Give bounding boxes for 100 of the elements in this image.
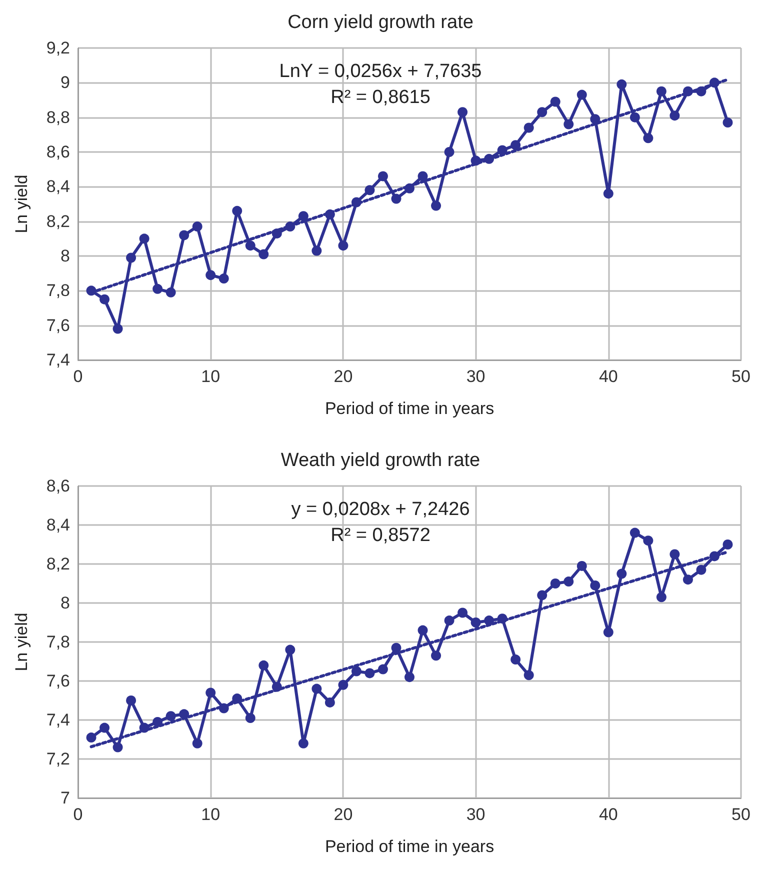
point (418, 171, 428, 182)
x-tick-label: 30 (466, 367, 486, 386)
annotation: LnY = 0,0256x + 7,7635 (279, 61, 482, 82)
y-tick-label: 7,4 (46, 710, 70, 730)
point (696, 86, 706, 96)
point (497, 145, 508, 156)
point (656, 592, 666, 602)
point (550, 578, 560, 588)
point (722, 540, 733, 550)
point (444, 147, 454, 157)
point (351, 666, 362, 676)
point (656, 86, 666, 96)
point (550, 96, 560, 107)
point (218, 274, 229, 284)
point (576, 560, 587, 571)
point (431, 650, 442, 661)
point (364, 668, 375, 678)
point (112, 742, 123, 752)
x-tick-label: 20 (334, 805, 353, 824)
y-axis-title: Ln yield (12, 174, 31, 234)
point (576, 90, 587, 100)
point (351, 197, 362, 208)
y-tick-label: 7,8 (46, 632, 70, 652)
point (458, 608, 468, 618)
point (404, 672, 414, 682)
point (100, 294, 110, 304)
y-tick-label: 8 (60, 246, 70, 266)
point (537, 590, 548, 600)
x-tick-label: 20 (334, 367, 353, 386)
point (272, 682, 282, 692)
point (152, 716, 163, 727)
x-axis-title: Period of time in years (324, 399, 494, 418)
point (312, 684, 322, 694)
point (378, 664, 388, 674)
y-tick-label: 7,8 (46, 281, 70, 300)
point (630, 112, 640, 122)
point (722, 118, 733, 128)
point (298, 211, 308, 222)
point (404, 183, 414, 194)
point (696, 564, 706, 575)
point (524, 670, 534, 680)
point (179, 230, 190, 240)
point (470, 156, 481, 166)
point (484, 154, 494, 164)
y-tick-label: 8,6 (46, 476, 70, 496)
point (285, 644, 296, 655)
point (312, 246, 322, 256)
point (524, 122, 534, 133)
point (338, 240, 348, 251)
y-tick-label: 8,2 (46, 554, 70, 574)
point (510, 654, 521, 665)
point (670, 549, 680, 560)
point (418, 625, 428, 636)
x-tick-label: 0 (73, 805, 83, 824)
y-tick-label: 7,6 (46, 316, 70, 335)
point (258, 660, 269, 670)
x-tick-label: 30 (466, 805, 486, 824)
y-tick-label: 7,2 (46, 750, 70, 768)
point (206, 688, 216, 698)
point (603, 188, 614, 199)
point (709, 78, 720, 88)
point (444, 616, 454, 626)
point (179, 709, 190, 720)
point (192, 222, 202, 232)
y-tick-label: 7,4 (46, 350, 70, 370)
point (86, 286, 96, 296)
point (232, 206, 242, 216)
point (378, 171, 388, 182)
point (364, 185, 375, 196)
point (258, 249, 269, 260)
y-tick-label: 8,4 (46, 177, 70, 196)
point (206, 270, 216, 280)
x-tick-label: 10 (201, 367, 220, 386)
point (285, 222, 296, 232)
y-tick-label: 9 (60, 73, 70, 92)
y-tick-label: 8 (60, 594, 70, 612)
point (324, 697, 335, 708)
y-tick-label: 8,8 (46, 108, 70, 127)
x-tick-label: 10 (201, 805, 220, 824)
point (643, 133, 654, 144)
point (298, 738, 308, 748)
point (431, 200, 442, 211)
x-tick-label: 40 (598, 367, 618, 386)
annotation: R² = 0,8572 (330, 525, 430, 546)
point (709, 551, 720, 562)
x-axis-title: Period of time in years (324, 837, 494, 856)
point (682, 574, 693, 585)
point (537, 107, 548, 118)
point (232, 694, 242, 704)
point (112, 324, 123, 334)
point (670, 110, 680, 121)
point (338, 680, 348, 690)
y-tick-label: 8,4 (46, 516, 70, 534)
annotation: y = 0,0208x + 7,2426 (291, 499, 470, 520)
y-tick-label: 9,2 (46, 38, 70, 58)
point (192, 738, 202, 748)
point (643, 536, 654, 546)
point (166, 287, 176, 298)
point (139, 722, 150, 733)
point (458, 107, 468, 118)
